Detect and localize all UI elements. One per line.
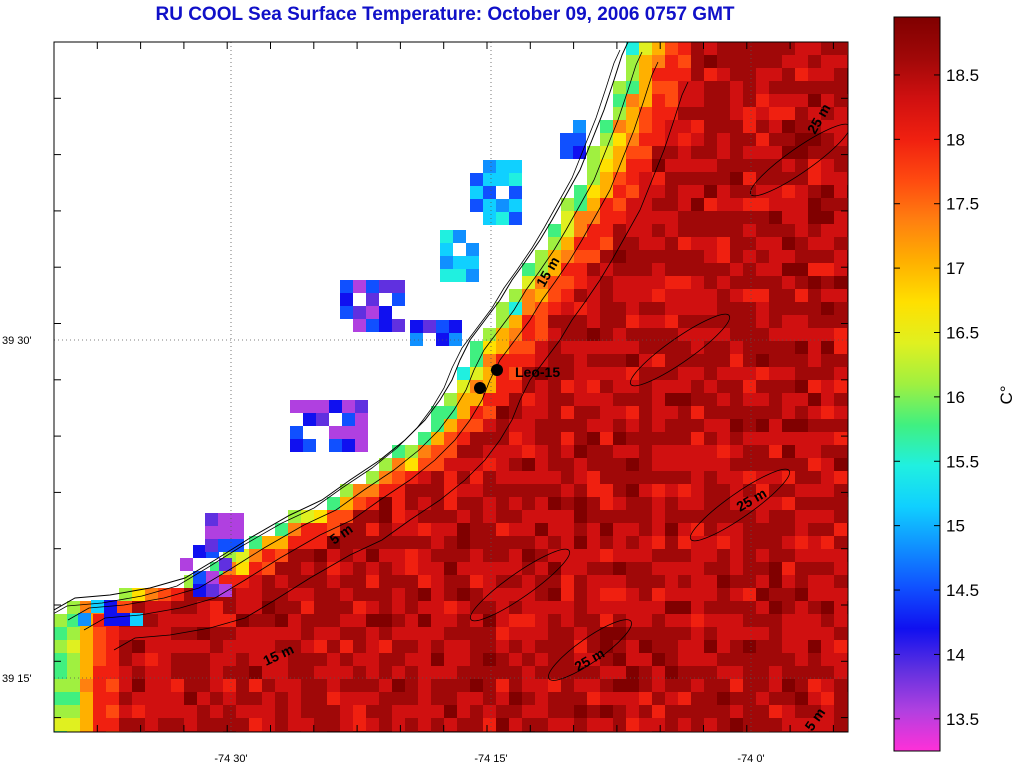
map-plot-area[interactable] xyxy=(46,41,860,744)
x-axis-labels: -74 30' -74 15' -74 0' xyxy=(214,753,764,765)
y-tick-label-39-30: 39 30' xyxy=(2,335,32,347)
sst-raster xyxy=(54,42,848,732)
station-markers[interactable]: Leo-15 xyxy=(474,364,560,394)
station-label: Leo-15 xyxy=(515,364,560,380)
map-title: RU COOL Sea Surface Temperature: October… xyxy=(155,4,735,25)
colorbar-tick-label: 17.5 xyxy=(946,195,979,214)
colorbar-tick-label: 14 xyxy=(946,645,965,664)
y-axis-labels: 39 30' 39 15' xyxy=(2,335,32,685)
coastline xyxy=(54,42,629,614)
colorbar-tick-label: 18.5 xyxy=(946,66,979,85)
colorbar-gradient xyxy=(893,16,941,752)
x-tick-label-74-0: -74 0' xyxy=(737,753,764,765)
colorbar-tick-label: 13.5 xyxy=(946,710,979,729)
axis-ticks xyxy=(53,41,848,732)
bathymetry-contours xyxy=(67,51,848,681)
y-tick-label-39-15: 39 15' xyxy=(2,673,32,685)
colorbar-tick-label: 16 xyxy=(946,388,965,407)
colorbar: 18.5 18 17.5 17 16.5 16 15.5 15 14.5 14 13.5 C° xyxy=(893,16,1015,752)
plot-frame xyxy=(53,41,849,733)
station-marker-b[interactable] xyxy=(474,382,486,394)
colorbar-ticks: 18.5 18 17.5 17 16.5 16 15.5 15 14.5 14 13.5 xyxy=(894,66,979,729)
colorbar-tick-label: 15 xyxy=(946,517,965,536)
graticule xyxy=(54,42,848,732)
x-tick-label-74-30: -74 30' xyxy=(214,753,247,765)
colorbar-tick-label: 16.5 xyxy=(946,323,979,342)
station-marker-a[interactable] xyxy=(491,364,503,376)
colorbar-tick-label: 17 xyxy=(946,259,965,278)
x-tick-label-74-15: -74 15' xyxy=(474,753,507,765)
colorbar-tick-label: 18 xyxy=(946,130,965,149)
colorbar-tick-label: 14.5 xyxy=(946,581,979,600)
colorbar-unit-label: C° xyxy=(997,385,1015,404)
colorbar-tick-label: 15.5 xyxy=(946,452,979,471)
